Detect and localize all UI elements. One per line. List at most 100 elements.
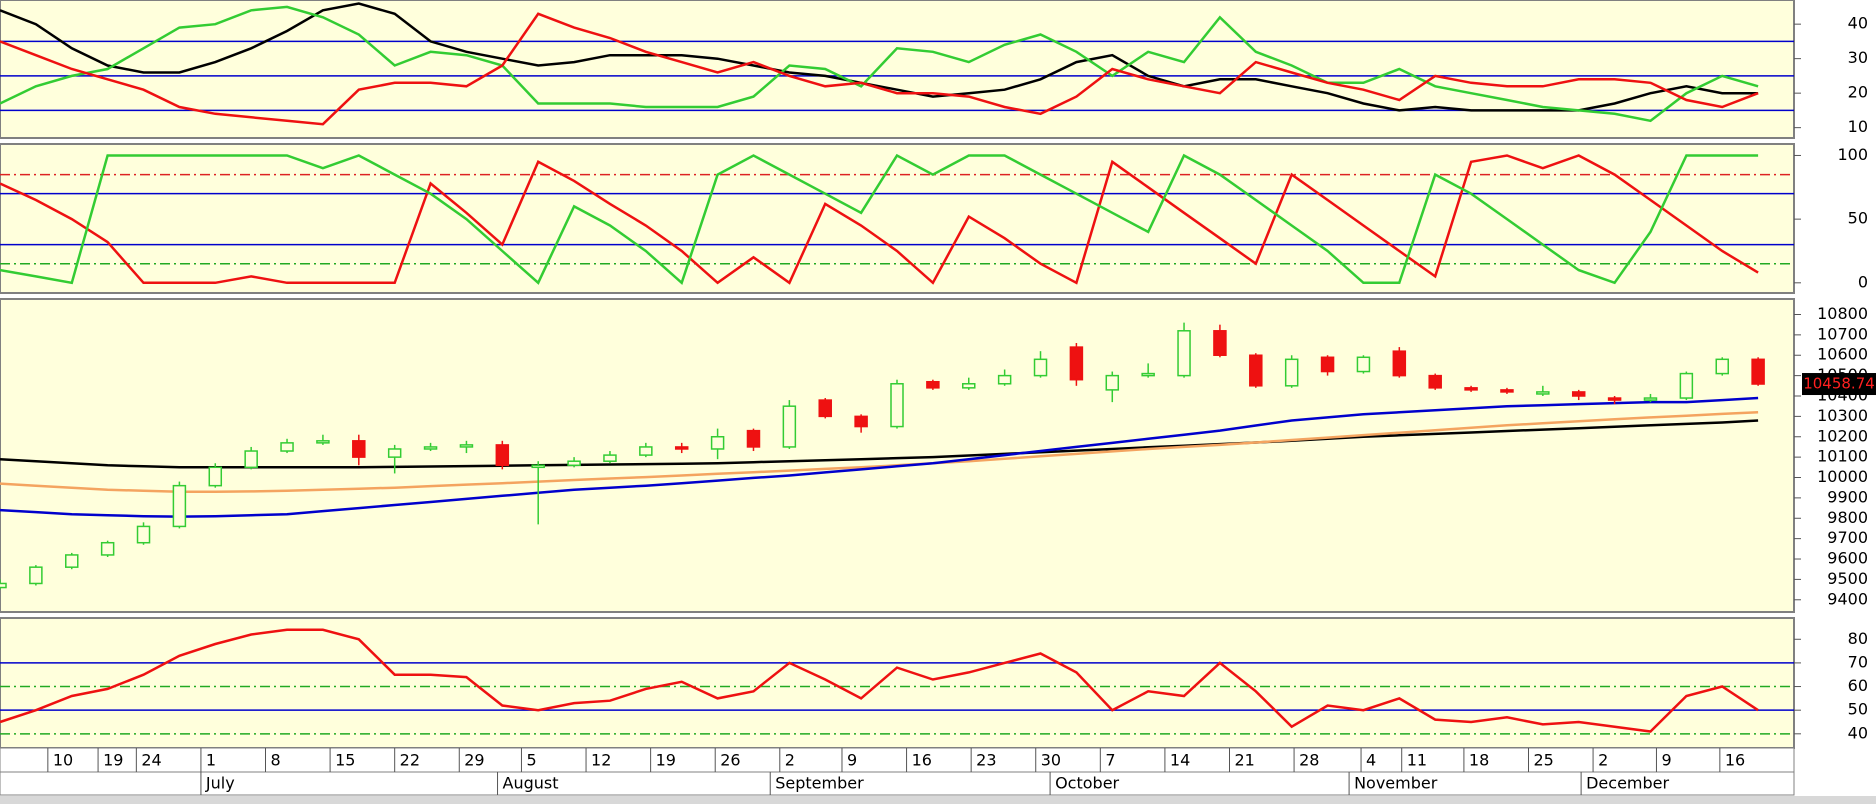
candle-body: [208, 466, 223, 487]
candle-body: [423, 446, 438, 450]
x-tick-label: 8: [271, 751, 281, 770]
candle-body: [818, 399, 832, 418]
x-tick-label: 22: [400, 751, 420, 770]
y-tick-label: 10300: [1817, 406, 1868, 425]
x-tick-label: 7: [1105, 751, 1115, 770]
x-tick-label: 26: [720, 751, 740, 770]
y-tick-label: 10600: [1817, 345, 1868, 364]
candle-body: [100, 541, 115, 556]
x-tick-label: 25: [1533, 751, 1553, 770]
x-tick-label: 24: [141, 751, 161, 770]
month-label: October: [1055, 774, 1119, 793]
x-tick-label: 23: [976, 751, 996, 770]
month-label: December: [1586, 774, 1669, 793]
candle-body: [280, 442, 294, 452]
candle-body: [244, 450, 258, 469]
panel-background: [0, 143, 1795, 294]
candle-body: [0, 582, 7, 589]
candle-body: [459, 444, 474, 448]
y-tick-label: 30: [1848, 48, 1868, 67]
x-tick-label: 16: [912, 751, 932, 770]
x-tick-label: 28: [1299, 751, 1319, 770]
candle-body: [1392, 350, 1407, 377]
x-tick-label: 29: [464, 751, 484, 770]
candle-body: [1356, 356, 1371, 373]
x-tick-label: 11: [1407, 751, 1427, 770]
candle-body: [29, 566, 43, 585]
candle-body: [1213, 330, 1227, 356]
x-tick-label: 5: [526, 751, 536, 770]
candle-body: [567, 460, 581, 467]
x-tick-label: 14: [1170, 751, 1190, 770]
candle-body: [495, 444, 510, 467]
panel-background: [0, 298, 1795, 613]
x-tick-label: 16: [1725, 751, 1745, 770]
candle-body: [1249, 354, 1263, 387]
indicator-line: [0, 396, 1759, 518]
candle-body: [1536, 391, 1550, 395]
x-tick-label: 9: [847, 751, 857, 770]
indicator-line: [0, 153, 1759, 285]
candle-body: [639, 446, 653, 456]
x-tick-label: 19: [656, 751, 676, 770]
candle-body: [1643, 397, 1658, 401]
candle-body: [854, 415, 868, 428]
month-label: July: [205, 774, 235, 793]
y-tick-label: 9400: [1827, 589, 1868, 608]
y-tick-label: 100: [1837, 145, 1868, 164]
indicator-line: [0, 628, 1759, 733]
candle-body: [1571, 391, 1586, 397]
x-tick-label: 21: [1234, 751, 1254, 770]
candle-body: [997, 374, 1012, 385]
y-tick-label: 70: [1848, 652, 1868, 671]
x-tick-label: 9: [1661, 751, 1671, 770]
x-tick-label: 1: [206, 751, 216, 770]
y-tick-label: 9900: [1827, 487, 1868, 506]
panel-background: [0, 617, 1795, 749]
y-tick-label: 40: [1848, 14, 1868, 33]
candle-body: [710, 436, 725, 450]
candle-body: [962, 383, 976, 389]
last-price-label: 10458.74: [1803, 375, 1875, 393]
y-tick-label: 10100: [1817, 447, 1868, 466]
x-tick-label: 4: [1366, 751, 1376, 770]
candle-body: [926, 380, 940, 389]
candle-body: [1320, 356, 1335, 373]
candle-body: [1607, 397, 1622, 401]
candle-body: [890, 383, 904, 428]
y-tick-label: 60: [1848, 676, 1868, 695]
x-tick-label: 2: [785, 751, 795, 770]
candle-body: [387, 448, 402, 458]
y-tick-label: 80: [1848, 629, 1868, 648]
y-tick-label: 10700: [1817, 324, 1868, 343]
y-tick-label: 9700: [1827, 528, 1868, 547]
indicator-line: [0, 419, 1759, 469]
candle-body: [352, 440, 366, 458]
x-tick-label: 18: [1469, 751, 1489, 770]
candle-body: [1284, 358, 1299, 387]
month-label: August: [503, 774, 559, 793]
indicator-line: [0, 5, 1759, 123]
indicator-line: [0, 154, 1759, 285]
y-tick-label: 10800: [1817, 304, 1868, 323]
candle-body: [1751, 358, 1765, 385]
y-tick-label: 40: [1848, 723, 1868, 742]
y-tick-label: 50: [1848, 700, 1868, 719]
y-tick-label: 9800: [1827, 508, 1868, 527]
candle-body: [1715, 358, 1729, 375]
y-tick-label: 50: [1848, 209, 1868, 228]
x-tick-label: 15: [335, 751, 355, 770]
y-tick-label: 20: [1848, 83, 1868, 102]
x-tick-label: 2: [1598, 751, 1608, 770]
candle-body: [172, 484, 187, 528]
candle-body: [531, 464, 545, 469]
candle-body: [1500, 389, 1514, 393]
candle-body: [136, 525, 151, 544]
panel-background: [0, 0, 1795, 139]
month-label: September: [775, 774, 864, 793]
candle-body: [603, 454, 617, 462]
candle-body: [674, 446, 689, 450]
y-tick-label: 10000: [1817, 467, 1868, 486]
